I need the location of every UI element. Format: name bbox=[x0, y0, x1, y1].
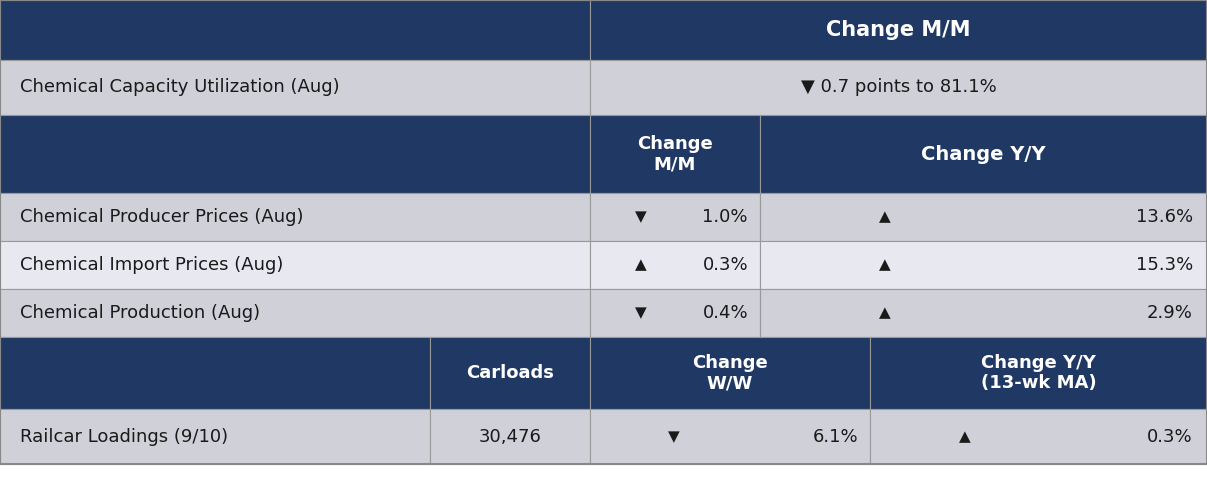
Bar bbox=[870, 337, 1207, 409]
Text: 30,476: 30,476 bbox=[478, 428, 542, 445]
Bar bbox=[0, 0, 590, 60]
Text: 15.3%: 15.3% bbox=[1136, 256, 1193, 274]
Text: Change Y/Y
(13-wk MA): Change Y/Y (13-wk MA) bbox=[980, 354, 1096, 393]
Text: 1.0%: 1.0% bbox=[702, 208, 748, 226]
Bar bbox=[590, 60, 1207, 115]
Bar bbox=[0, 289, 590, 337]
Text: ▲: ▲ bbox=[879, 210, 891, 224]
Text: ▲: ▲ bbox=[635, 257, 647, 273]
Bar bbox=[760, 289, 1207, 337]
Text: ▼: ▼ bbox=[669, 429, 680, 444]
Bar bbox=[0, 193, 590, 241]
Text: 0.3%: 0.3% bbox=[702, 256, 748, 274]
Bar bbox=[590, 241, 760, 289]
Bar bbox=[0, 241, 590, 289]
Bar bbox=[760, 115, 1207, 193]
Text: ▲: ▲ bbox=[879, 306, 891, 320]
Text: Chemical Import Prices (Aug): Chemical Import Prices (Aug) bbox=[21, 256, 284, 274]
Bar bbox=[430, 337, 590, 409]
Text: 13.6%: 13.6% bbox=[1136, 208, 1193, 226]
Bar bbox=[0, 60, 590, 115]
Text: 0.3%: 0.3% bbox=[1148, 428, 1193, 445]
Bar bbox=[590, 0, 1207, 60]
Text: Carloads: Carloads bbox=[466, 364, 554, 382]
Bar bbox=[590, 115, 760, 193]
Bar bbox=[0, 337, 430, 409]
Bar bbox=[0, 409, 430, 464]
Text: Change
M/M: Change M/M bbox=[637, 135, 713, 173]
Text: Change Y/Y: Change Y/Y bbox=[921, 145, 1045, 163]
Bar bbox=[760, 241, 1207, 289]
Text: ▲: ▲ bbox=[958, 429, 970, 444]
Text: ▲: ▲ bbox=[879, 257, 891, 273]
Text: Chemical Producer Prices (Aug): Chemical Producer Prices (Aug) bbox=[21, 208, 303, 226]
Bar bbox=[590, 193, 760, 241]
Text: 0.4%: 0.4% bbox=[702, 304, 748, 322]
Bar bbox=[590, 409, 870, 464]
Text: ▼: ▼ bbox=[635, 306, 647, 320]
Text: Chemical Capacity Utilization (Aug): Chemical Capacity Utilization (Aug) bbox=[21, 79, 339, 96]
Bar bbox=[590, 289, 760, 337]
Bar bbox=[760, 193, 1207, 241]
Bar bbox=[0, 115, 590, 193]
Text: 2.9%: 2.9% bbox=[1147, 304, 1193, 322]
Bar bbox=[590, 337, 870, 409]
Text: Change
W/W: Change W/W bbox=[692, 354, 768, 393]
Text: Railcar Loadings (9/10): Railcar Loadings (9/10) bbox=[21, 428, 228, 445]
Text: 6.1%: 6.1% bbox=[812, 428, 858, 445]
Text: Change M/M: Change M/M bbox=[827, 20, 970, 40]
Text: ▼: ▼ bbox=[635, 210, 647, 224]
Bar bbox=[430, 409, 590, 464]
Text: ▼ 0.7 points to 81.1%: ▼ 0.7 points to 81.1% bbox=[800, 79, 996, 96]
Bar bbox=[870, 409, 1207, 464]
Text: Chemical Production (Aug): Chemical Production (Aug) bbox=[21, 304, 261, 322]
